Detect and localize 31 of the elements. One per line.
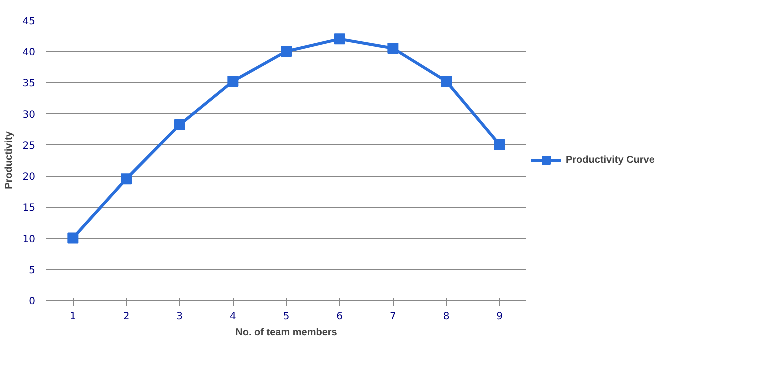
x-tick-label: 2 [123,312,130,322]
y-tick-label: 30 [22,110,36,121]
x-tick-label: 1 [70,312,76,322]
x-tick-label: 4 [230,312,236,322]
x-tick-label: 8 [443,312,450,322]
point [494,139,506,150]
point [68,232,79,244]
point [174,120,186,131]
point [441,76,452,87]
y-tick-label: 15 [22,203,36,214]
x-tick-label: 6 [336,312,344,322]
y-tick-label: 10 [22,234,36,246]
x-tick-label: 5 [283,312,290,322]
point [121,174,132,185]
y-tick-label: 25 [22,140,36,152]
y-tick-label: 35 [22,78,36,90]
y-axis-title: Productivity [4,131,15,190]
legend-label: Productivity Curve [566,154,655,166]
x-tick-label: 7 [390,312,396,322]
point [334,34,346,45]
point [228,76,239,87]
y-tick-label: 5 [29,265,36,276]
point [388,43,399,54]
x-tick-label: 9 [496,312,504,322]
y-tick-label: 40 [22,48,36,59]
y-tick-label: 20 [22,172,36,184]
point [281,46,292,58]
x-tick-label: 3 [176,312,184,322]
x-axis-title: No. of team members [236,328,338,338]
y-tick-label: 45 [22,16,36,28]
y-tick-label: 0 [29,296,36,308]
